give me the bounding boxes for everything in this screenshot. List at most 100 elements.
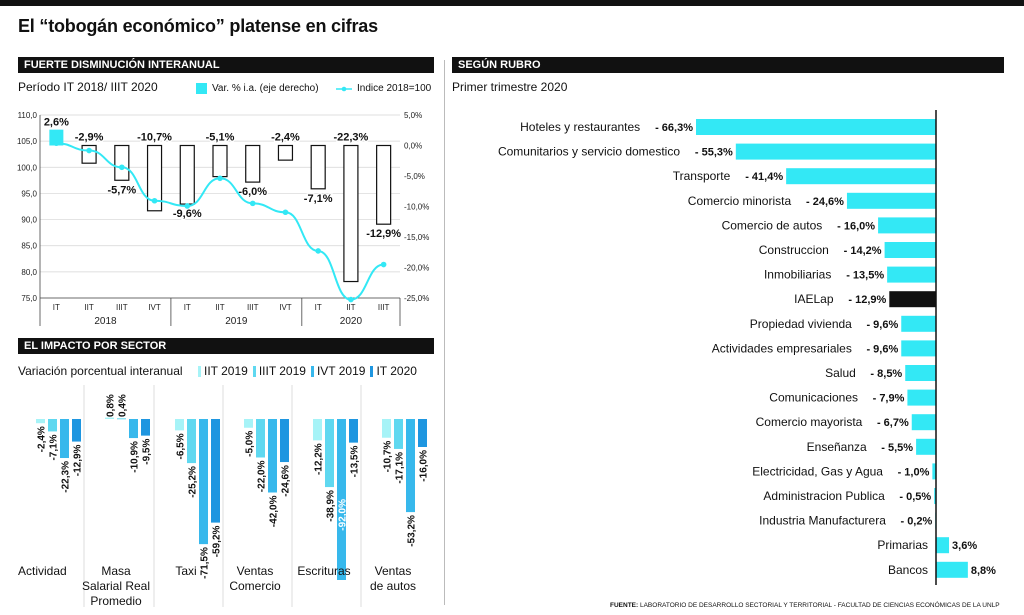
- index-point: [380, 261, 387, 268]
- sector-label: Actividad: [18, 564, 67, 578]
- bar-data-label: -5,7%: [107, 184, 136, 196]
- rubro-category-label: Primarias: [877, 538, 928, 552]
- rubro-category-label: Industria Manufacturera: [759, 514, 886, 528]
- rubro-value-label: - 8,5%: [870, 368, 902, 380]
- rubro-value-label: - 0,5%: [899, 491, 931, 503]
- sector-bar: [72, 419, 81, 442]
- year-label: 2019: [225, 316, 248, 327]
- right-tick-label: -20,0%: [404, 264, 429, 273]
- sector-bar: [337, 419, 346, 580]
- rubro-value-label: - 1,0%: [898, 466, 930, 478]
- index-point: [315, 248, 321, 254]
- panel3-chart: - 66,3% Hoteles y restaurantes - 55,3% Comu…: [498, 110, 997, 585]
- column-divider: [444, 60, 445, 605]
- rubro-bar: [884, 242, 936, 258]
- rubro-bar: [901, 315, 936, 332]
- x-tick-label: IIIT: [116, 303, 128, 312]
- rubro-category-label: Comunicaciones: [769, 391, 858, 405]
- rubro-value-label: - 6,7%: [877, 417, 909, 429]
- panel2-legend-item: IVT 2019: [310, 364, 365, 378]
- index-point: [53, 140, 60, 147]
- rubro-value-label: - 13,5%: [846, 270, 884, 282]
- rubro-category-label: Hoteles y restaurantes: [520, 120, 640, 134]
- rubro-bar: [696, 119, 936, 135]
- panel1-legend-bar: Var. % i.a. (eje derecho): [196, 83, 319, 94]
- panel1-header: FUERTE DISMINUCIÓN INTERANUAL: [18, 57, 434, 73]
- legend-swatch: [252, 365, 256, 377]
- left-tick-label: 80,0: [21, 268, 37, 277]
- rubro-bar: [846, 192, 936, 209]
- sector-bar: [418, 419, 427, 447]
- legend-line-label: Indice 2018=100: [357, 83, 432, 94]
- sector-bar: [117, 418, 126, 420]
- left-tick-label: 110,0: [18, 111, 38, 120]
- sector-label: Salarial Real: [82, 579, 150, 593]
- right-tick-label: -25,0%: [404, 294, 429, 303]
- index-point: [282, 209, 289, 216]
- sector-bar: [105, 417, 114, 419]
- sector-bar: [394, 419, 403, 449]
- sector-bar-label: -10,9%: [130, 441, 141, 473]
- sector-label: de autos: [370, 579, 416, 593]
- source-text: LABORATORIO DE DESARROLLO SECTORIAL Y TE…: [639, 602, 1000, 609]
- rubro-value-label: - 7,9%: [873, 393, 905, 405]
- rubro-value-label: - 55,3%: [695, 147, 733, 159]
- rubro-category-label: Construccion: [759, 243, 829, 257]
- rubro-value-label: - 9,6%: [866, 343, 898, 355]
- rubro-category-label: IAELap: [794, 292, 834, 306]
- sector-bar: [280, 419, 289, 463]
- sector-label: Ventas: [237, 564, 274, 578]
- bar-data-label: -22,3%: [333, 132, 368, 144]
- sector-label: Ventas: [375, 564, 412, 578]
- rubro-category-label: Comunitarios y servicio domestico: [498, 145, 680, 159]
- sector-bar-label: -92,0%: [338, 499, 349, 531]
- panel1-chart: 110,0 105,0 100,0 95,0 90,0 85,0 80,0 75,0 5,0% 0…: [17, 111, 429, 327]
- sector-bar-label: -25,2%: [188, 466, 199, 498]
- sector-bar-label: -5,0%: [245, 431, 256, 457]
- sector-bar: [187, 419, 196, 464]
- panel2-legend: IIT 2019 IIIT 2019 IVT 2019 IT 2020: [198, 364, 417, 378]
- bar: [245, 144, 261, 183]
- sector-bar: [268, 419, 277, 493]
- left-tick-label: 75,0: [21, 294, 37, 303]
- rubro-bar: [878, 217, 936, 234]
- bar: [376, 144, 392, 225]
- panel1-subtitle: Período IT 2018/ IIIT 2020: [18, 80, 158, 94]
- sector-bar-label: 0,4%: [118, 394, 129, 417]
- rubro-value-label: 8,8%: [971, 565, 996, 577]
- index-point: [184, 203, 191, 209]
- legend-bar-label: Var. % i.a. (eje derecho): [212, 83, 319, 94]
- panel3-header: SEGÚN RUBRO: [452, 57, 1004, 73]
- left-tick-label: 105,0: [17, 137, 38, 146]
- rubro-value-label: 3,6%: [952, 540, 977, 552]
- sector-bar-label: -6,5%: [176, 433, 187, 459]
- rubro-bar: [887, 266, 936, 283]
- rubro-bar: [936, 537, 950, 554]
- rubro-value-label: - 0,2%: [900, 516, 932, 528]
- sector-bar: [36, 419, 45, 424]
- rubro-value-label: - 12,9%: [848, 294, 886, 306]
- rubro-value-label: - 9,6%: [866, 319, 898, 331]
- x-tick-label: IT: [184, 303, 191, 312]
- x-tick-label: IIT: [215, 303, 224, 312]
- sector-bar: [175, 419, 184, 431]
- rubro-value-label: - 5,5%: [881, 442, 913, 454]
- panel2-chart: -2,4% -7,1%-22,3%-12,9% Actividad 0,8% 0,4% -…: [18, 385, 430, 608]
- panel2-subtitle: Variación porcentual interanual: [18, 364, 183, 378]
- sector-bar-label: -24,6%: [281, 465, 292, 497]
- sector-bar: [211, 419, 220, 523]
- rubro-value-label: - 24,6%: [806, 196, 844, 208]
- rubro-category-label: Comercio de autos: [722, 218, 823, 232]
- rubro-bar: [936, 561, 968, 578]
- index-point: [86, 147, 92, 154]
- bar: [277, 144, 294, 161]
- sector-bar: [382, 419, 391, 438]
- bar-data-label: -2,4%: [271, 132, 300, 144]
- rubro-category-label: Inmobiliarias: [764, 268, 831, 282]
- rubro-category-label: Comercio minorista: [688, 194, 792, 208]
- legend-label: IIT 2019: [204, 364, 248, 378]
- sector-bar-label: -12,9%: [73, 444, 84, 476]
- sector-bar-label: -53,2%: [407, 515, 418, 547]
- bar-data-label: 2,6%: [44, 117, 69, 129]
- bar: [49, 129, 64, 146]
